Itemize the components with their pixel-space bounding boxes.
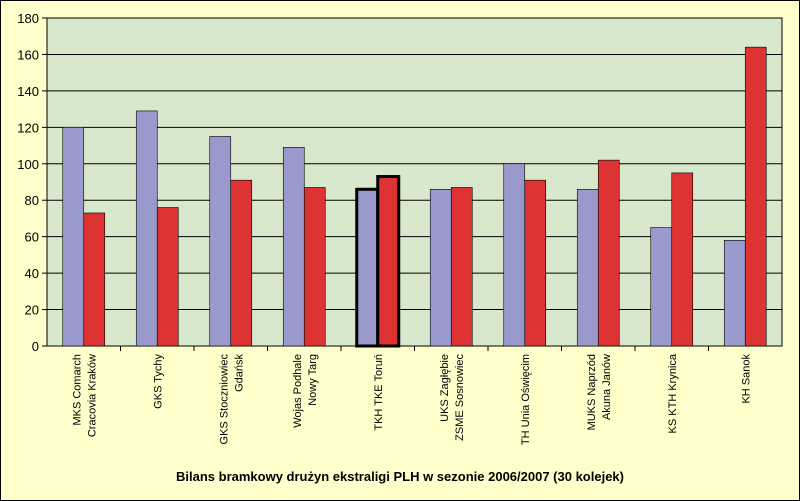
x-category-label: GKS Tychy xyxy=(152,354,164,409)
bar xyxy=(156,207,179,347)
bar xyxy=(723,240,746,347)
x-category-label: Akuna Janów xyxy=(601,354,613,420)
chart-title: Bilans bramkowy drużyn ekstraligi PLH w … xyxy=(176,469,624,484)
x-category-label: TH Unia Oświęcim xyxy=(520,354,532,445)
x-category-label: Nowy Targ xyxy=(307,354,319,406)
bar xyxy=(524,179,547,347)
bar xyxy=(650,227,673,347)
bar xyxy=(376,175,401,348)
y-tick-label: 40 xyxy=(25,266,39,281)
bar xyxy=(450,187,473,347)
y-tick-label: 80 xyxy=(25,193,39,208)
x-category-label: MUKS Naprzód xyxy=(586,354,598,430)
bar xyxy=(282,147,305,347)
bar xyxy=(429,188,452,347)
x-category-label: ZSME Sosnowiec xyxy=(454,354,466,441)
bar xyxy=(503,163,526,347)
bar xyxy=(135,110,158,347)
bar xyxy=(230,179,253,347)
x-category-label: Wojas Podhale xyxy=(292,354,304,428)
y-tick-label: 20 xyxy=(25,303,39,318)
bar xyxy=(597,159,620,347)
bar xyxy=(671,172,694,347)
y-tick-label: 0 xyxy=(32,339,39,354)
x-category-label: KS KTH Krynica xyxy=(667,353,679,433)
bar xyxy=(355,187,380,348)
y-tick-label: 140 xyxy=(17,84,39,99)
bar xyxy=(83,212,106,347)
bar xyxy=(303,187,326,347)
x-category-label: KH Sanok xyxy=(740,354,752,404)
y-tick-label: 180 xyxy=(17,11,39,26)
y-tick-label: 160 xyxy=(17,47,39,62)
bar xyxy=(62,127,85,347)
bar xyxy=(209,136,232,347)
x-category-label: GKS Stoczniowiec xyxy=(218,354,230,445)
x-category-label: MKS Comarch xyxy=(71,354,83,426)
x-category-label: UKS Zagłębie xyxy=(439,354,451,422)
bar xyxy=(576,188,599,347)
x-category-label: TKH TKE Toruń xyxy=(373,354,385,431)
y-tick-label: 60 xyxy=(25,230,39,245)
y-tick-label: 100 xyxy=(17,157,39,172)
bar xyxy=(744,46,767,347)
y-tick-label: 120 xyxy=(17,120,39,135)
x-category-label: Cracovia Kraków xyxy=(86,354,98,437)
x-category-label: Gdańsk xyxy=(233,354,245,392)
